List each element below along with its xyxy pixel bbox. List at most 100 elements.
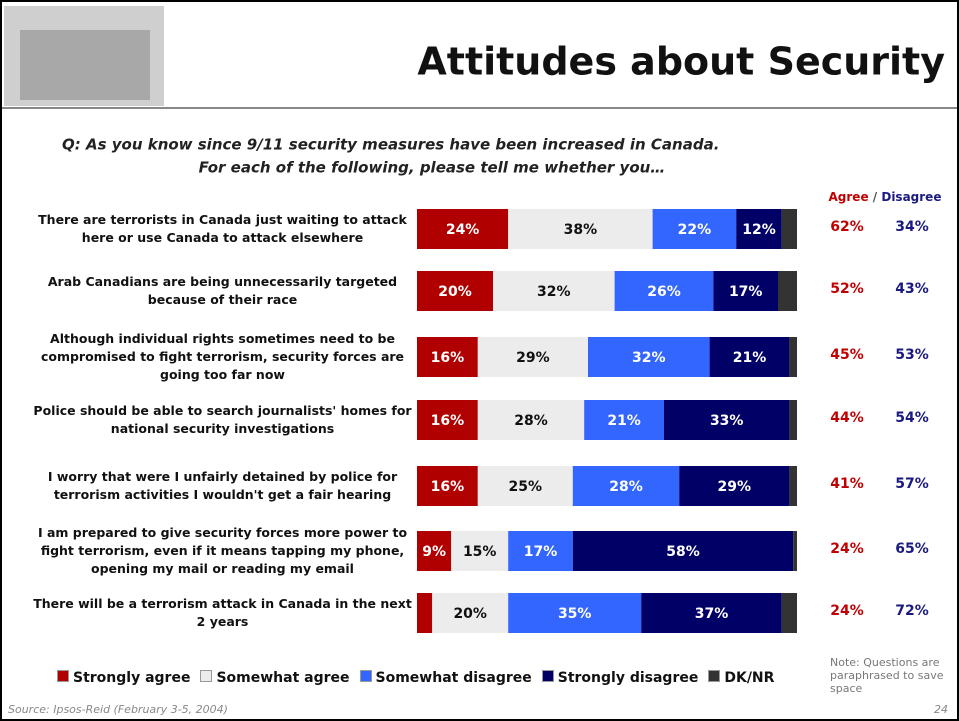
bar-segment: [781, 593, 797, 633]
statement: I worry that were I unfairly detained by…: [47, 469, 398, 502]
total-label: 57%: [895, 476, 929, 492]
data-label: 37%: [695, 606, 729, 622]
legend-label: Strongly disagree: [557, 670, 699, 686]
total-label: 62%: [830, 219, 864, 235]
bar-segment: [789, 466, 797, 506]
bar-segment: [493, 271, 615, 311]
data-label: 20%: [438, 284, 472, 300]
page-number: 24: [934, 703, 948, 716]
totals-header-sep: /: [873, 190, 878, 204]
note: Note: Questions are paraphrased to save …: [830, 656, 944, 695]
data-label: 28%: [609, 479, 643, 495]
data-label: 12%: [742, 222, 776, 238]
source: Source: Ipsos-Reid (February 3-5, 2004): [8, 703, 228, 716]
data-label: 17%: [524, 544, 558, 560]
bar-segment: [679, 466, 790, 506]
total-label: 43%: [895, 281, 929, 297]
data-label: 16%: [431, 479, 465, 495]
total-label: 45%: [830, 347, 864, 363]
data-label: 24%: [446, 222, 480, 238]
totals-header-agree: Agree: [829, 190, 869, 204]
legend-item: DK/NR: [708, 670, 774, 686]
bar-segment: [713, 271, 778, 311]
legend-item: Somewhat disagree: [359, 670, 532, 686]
bar-segment: [789, 400, 797, 440]
total-label: 52%: [830, 281, 864, 297]
data-label: 32%: [537, 284, 571, 300]
data-label: 15%: [463, 544, 497, 560]
data-label: 29%: [718, 479, 752, 495]
total-label: 24%: [830, 603, 864, 619]
legend-item: Strongly disagree: [541, 670, 699, 686]
data-label: 35%: [558, 606, 592, 622]
data-label: 16%: [431, 413, 465, 429]
legend-label: DK/NR: [724, 670, 775, 686]
legend-item: Somewhat agree: [200, 670, 350, 686]
bar-segment: [508, 531, 573, 571]
totals-header: Agree / Disagree: [829, 190, 942, 204]
legend-label: Somewhat agree: [216, 670, 350, 686]
bar-segment: [778, 271, 797, 311]
data-label: 58%: [666, 544, 700, 560]
legend-swatch: [200, 670, 213, 682]
bar-segment: [417, 593, 433, 633]
data-label: 33%: [710, 413, 744, 429]
statement: I am prepared to give security forces mo…: [37, 525, 408, 576]
bar-segment: [641, 593, 782, 633]
data-label: 21%: [607, 413, 641, 429]
data-label: 22%: [678, 222, 712, 238]
total-label: 41%: [830, 476, 864, 492]
data-label: 9%: [422, 544, 446, 560]
data-label: 38%: [564, 222, 598, 238]
question: For each of the following, please tell m…: [199, 159, 666, 177]
legend-swatch: [57, 670, 69, 682]
bar-segment: [789, 337, 797, 377]
statement: Arab Canadians are being unnecessarily t…: [47, 274, 398, 307]
legend-swatch: [708, 670, 721, 682]
legend-item: Strongly agree: [57, 670, 190, 686]
bar-segment: [508, 209, 653, 249]
building-photo: [20, 30, 150, 100]
total-label: 34%: [895, 219, 929, 235]
data-label: 28%: [514, 413, 548, 429]
data-label: 21%: [733, 350, 767, 366]
bar-segment: [614, 271, 714, 311]
statement: There will be a terrorism attack in Cana…: [33, 596, 412, 629]
total-label: 72%: [895, 603, 929, 619]
bar-segment: [417, 337, 478, 377]
chart-title: Attitudes about Security: [417, 40, 945, 84]
legend: Strongly agree Somewhat agree Somewhat dis…: [57, 670, 774, 686]
bar-segment: [508, 593, 642, 633]
bar-segment: [417, 400, 478, 440]
legend-swatch: [359, 670, 372, 682]
bar-segment: [477, 337, 588, 377]
bar-segment: [572, 466, 680, 506]
bar-segment: [781, 209, 797, 249]
statement: There are terrorists in Canada just wait…: [38, 212, 407, 245]
bar-segment: [572, 531, 794, 571]
legend-label: Strongly agree: [73, 670, 191, 686]
legend-swatch: [541, 670, 554, 682]
question: Q: As you know since 9/11 security measu…: [62, 136, 719, 154]
total-label: 44%: [830, 410, 864, 426]
bar-segment: [588, 337, 710, 377]
total-label: 24%: [830, 541, 864, 557]
data-label: 29%: [516, 350, 550, 366]
data-label: 20%: [453, 606, 487, 622]
data-label: 16%: [431, 350, 465, 366]
data-label: 25%: [509, 479, 543, 495]
bar-segment: [432, 593, 509, 633]
bar-segment: [477, 400, 585, 440]
legend-label: Somewhat disagree: [375, 670, 532, 686]
bar-segment: [709, 337, 790, 377]
bar-segment: [793, 531, 797, 571]
bar-segment: [664, 400, 790, 440]
data-label: 32%: [632, 350, 666, 366]
bar-segment: [584, 400, 664, 440]
bar-segment: [477, 466, 573, 506]
total-label: 53%: [895, 347, 929, 363]
bar-segment: [736, 209, 782, 249]
